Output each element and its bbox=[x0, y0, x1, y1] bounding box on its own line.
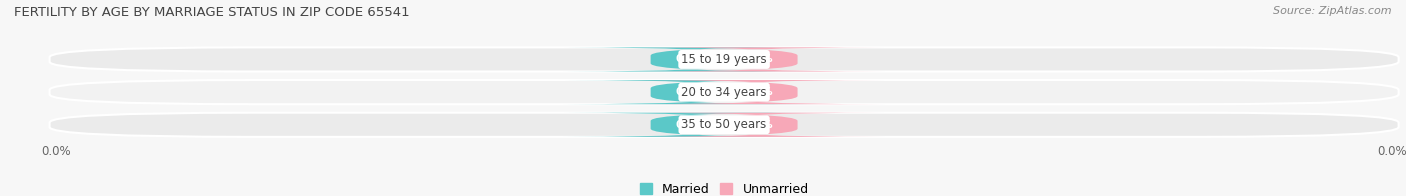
Text: 35 to 50 years: 35 to 50 years bbox=[682, 118, 766, 131]
Text: 0.0%: 0.0% bbox=[675, 120, 706, 130]
Text: 15 to 19 years: 15 to 19 years bbox=[682, 53, 766, 66]
FancyBboxPatch shape bbox=[630, 47, 884, 72]
FancyBboxPatch shape bbox=[49, 80, 1399, 104]
FancyBboxPatch shape bbox=[564, 47, 818, 72]
Text: 0.0%: 0.0% bbox=[675, 54, 706, 64]
Legend: Married, Unmarried: Married, Unmarried bbox=[640, 183, 808, 196]
FancyBboxPatch shape bbox=[630, 80, 884, 104]
Text: 0.0%: 0.0% bbox=[742, 54, 773, 64]
FancyBboxPatch shape bbox=[564, 80, 818, 104]
Text: 0.0%: 0.0% bbox=[675, 87, 706, 97]
Text: Source: ZipAtlas.com: Source: ZipAtlas.com bbox=[1274, 6, 1392, 16]
Text: 0.0%: 0.0% bbox=[742, 87, 773, 97]
FancyBboxPatch shape bbox=[49, 47, 1399, 72]
FancyBboxPatch shape bbox=[630, 113, 884, 137]
Text: FERTILITY BY AGE BY MARRIAGE STATUS IN ZIP CODE 65541: FERTILITY BY AGE BY MARRIAGE STATUS IN Z… bbox=[14, 6, 409, 19]
Text: 20 to 34 years: 20 to 34 years bbox=[682, 86, 766, 99]
FancyBboxPatch shape bbox=[49, 113, 1399, 137]
Text: 0.0%: 0.0% bbox=[742, 120, 773, 130]
FancyBboxPatch shape bbox=[564, 113, 818, 137]
